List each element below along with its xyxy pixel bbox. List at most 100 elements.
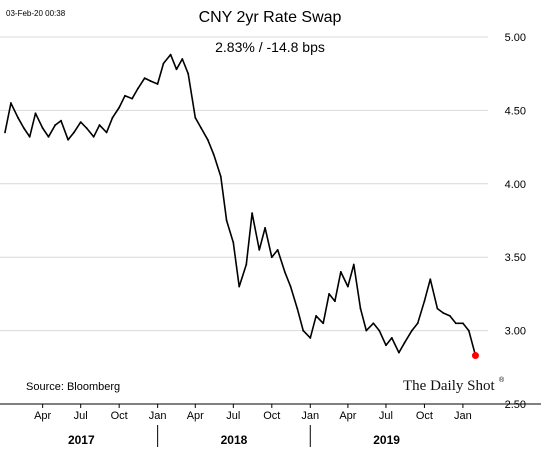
data-point [309,337,312,339]
data-point [73,131,75,134]
brand-registered-mark: ® [499,376,505,384]
data-point [283,270,286,273]
data-point [118,106,121,109]
x-tick-label: Apr [339,410,356,422]
data-point [296,307,299,310]
data-point [169,53,172,56]
data-point [232,241,235,244]
data-point [429,278,432,281]
data-point [334,300,336,303]
x-tick-layer: Apr Jul Oct Jan Apr Jul Oct Jan Apr Jul Oct Jan [34,404,472,422]
data-point [181,58,184,60]
data-point [398,351,400,354]
source-note: Source: Bloomberg [26,381,120,393]
year-label: 2017 [68,433,95,447]
y-tick-layer: 5.00 4.50 4.00 3.50 3.00 2.50 [505,32,526,411]
data-point [258,248,261,251]
data-point [378,329,381,332]
data-point [276,248,279,251]
data-point [200,127,203,129]
y-tick-label: 4.50 [505,105,526,117]
x-tick-label: Apr [187,410,204,422]
data-point [98,124,101,126]
data-point [54,124,57,126]
data-point [372,322,375,325]
y-tick-label: 3.00 [505,326,526,338]
data-point [315,315,318,317]
x-tick-label: Oct [111,410,128,422]
y-tick-label: 3.50 [505,252,526,264]
data-point [60,119,62,122]
x-tick-label: Jan [454,410,472,422]
x-tick-label: Jan [301,410,319,422]
data-point [359,307,362,310]
data-point [219,175,222,178]
x-tick-label: Oct [416,410,433,422]
line-layer [4,53,479,360]
data-point [17,116,19,119]
data-point [416,322,419,325]
y-tick-label: 2.50 [505,399,526,411]
grid-layer [0,36,488,332]
data-point [410,329,413,332]
data-point [194,116,197,119]
data-point [436,307,439,310]
x-tick-label: Jan [149,410,167,422]
data-point [4,131,6,134]
data-point [105,131,108,134]
data-point [28,135,31,138]
x-tick-label: Oct [263,410,280,422]
data-point [322,322,325,325]
data-point [264,226,267,229]
data-point [385,344,387,347]
data-point [92,135,95,138]
data-point [352,263,355,266]
data-point [442,312,445,314]
data-point [467,329,470,332]
data-point [347,285,349,288]
x-tick-label: Apr [34,410,51,422]
data-point [251,212,254,215]
data-point [212,153,215,156]
data-point [449,315,451,317]
data-point [187,72,190,75]
data-point [47,135,50,138]
year-label: 2018 [221,433,248,447]
x-tick-label: Jul [379,410,393,422]
chart-subtitle: 2.83% / -14.8 bps [215,39,325,55]
data-point [85,127,88,129]
data-point [206,138,209,141]
data-point [454,322,457,325]
data-point [403,341,406,344]
data-point [156,83,159,85]
year-label: 2019 [373,433,400,447]
data-point [365,329,368,332]
data-point [289,285,292,288]
data-point [162,62,165,65]
data-point [137,87,139,90]
data-point [245,263,248,266]
last-value-marker [471,352,479,360]
data-point [238,285,241,288]
data-point [111,116,114,119]
data-point [423,300,426,303]
data-point [41,127,44,129]
y-tick-label: 5.00 [505,32,526,44]
data-point [328,293,330,295]
data-point [67,138,70,141]
data-point [131,97,134,100]
data-point [390,337,393,339]
data-point [339,270,342,273]
data-point [22,127,25,129]
x-tick-label: Jul [74,410,88,422]
brand-name: The Daily Shot [403,378,495,394]
data-point [34,112,37,115]
x-tick-label: Jul [226,410,240,422]
data-point [79,121,82,124]
data-point [462,322,464,325]
y-tick-label: 4.00 [505,179,526,191]
data-point [302,329,305,332]
chart-title: CNY 2yr Rate Swap [199,9,342,26]
